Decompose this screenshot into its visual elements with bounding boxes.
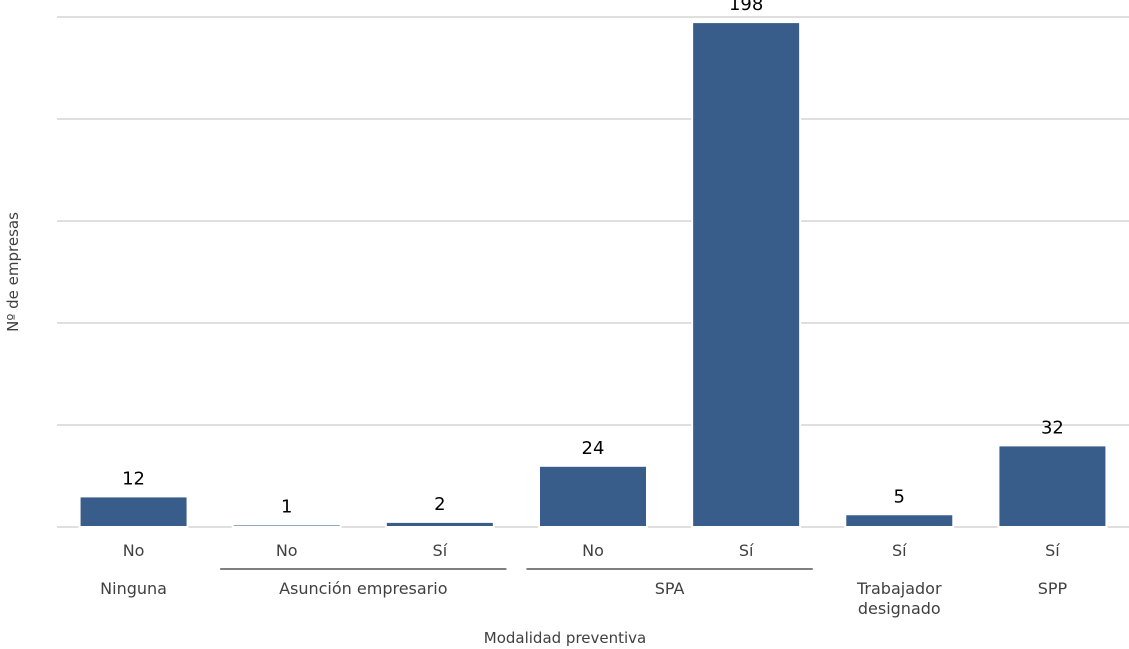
category-tick-label: Sí xyxy=(892,541,907,560)
category-group-label: SPA xyxy=(655,579,685,598)
bar xyxy=(231,523,342,529)
bar xyxy=(997,444,1108,528)
category-tick-label: No xyxy=(582,541,604,560)
category-group-label: Asunción empresario xyxy=(279,579,447,598)
data-label: 32 xyxy=(1041,417,1064,438)
bar xyxy=(538,464,648,528)
bar xyxy=(78,495,189,528)
data-label: 24 xyxy=(582,438,605,459)
category-tick-label: Sí xyxy=(433,541,448,560)
category-group-label: Trabajador designado xyxy=(856,579,942,618)
category-tick-labels: No No Sí No Sí Sí Sí xyxy=(123,541,1061,560)
bar xyxy=(844,513,955,528)
bar xyxy=(384,520,495,529)
data-label: 12 xyxy=(122,468,145,489)
category-tick-label: Sí xyxy=(1045,541,1060,560)
category-group-label: SPP xyxy=(1038,579,1068,598)
x-axis-title: Modalidad preventiva xyxy=(484,629,647,647)
category-tick-label: No xyxy=(123,541,145,560)
y-axis-title: Nº de empresas xyxy=(4,212,22,332)
bars xyxy=(78,21,1108,529)
data-label: 1 xyxy=(281,496,292,517)
data-label: 198 xyxy=(729,0,763,15)
category-group-labels: Ninguna Asunción empresario SPA Trabajador d… xyxy=(100,568,1068,618)
category-tick-label: No xyxy=(276,541,298,560)
data-label: 2 xyxy=(434,494,445,515)
bar xyxy=(691,21,802,528)
data-label: 5 xyxy=(894,486,905,507)
category-group-label: Ninguna xyxy=(100,579,167,598)
category-tick-label: Sí xyxy=(739,541,754,560)
